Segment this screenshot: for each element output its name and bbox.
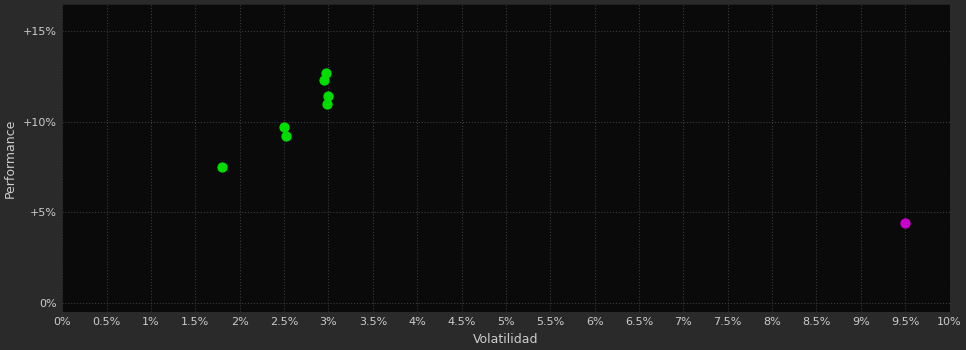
Point	[278, 133, 294, 139]
Y-axis label: Performance: Performance	[4, 118, 17, 198]
Point	[316, 77, 331, 83]
Point	[319, 101, 334, 106]
Point	[321, 94, 336, 99]
X-axis label: Volatilidad: Volatilidad	[473, 333, 539, 346]
Point	[214, 164, 230, 170]
Point	[318, 70, 333, 76]
Point	[276, 124, 292, 130]
Point	[897, 220, 913, 226]
